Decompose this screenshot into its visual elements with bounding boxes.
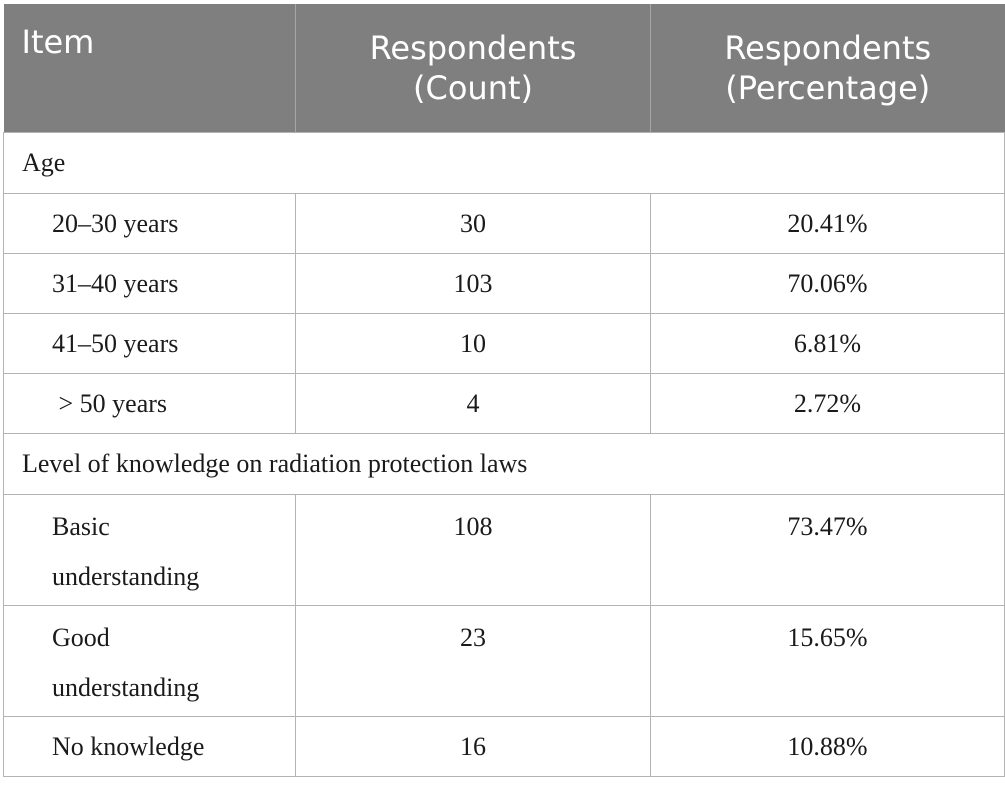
header-percentage: Respondents (Percentage): [650, 4, 1005, 133]
row-label: > 50 years: [3, 373, 296, 434]
row-label: 31–40 years: [3, 253, 296, 314]
header-pct-line1: Respondents: [724, 29, 932, 67]
row-percentage: 10.88%: [650, 716, 1005, 777]
row-percentage: 6.81%: [650, 313, 1005, 374]
row-count: 103: [295, 253, 651, 314]
row-percentage: 73.47%: [650, 494, 1005, 606]
header-pct-line2: (Percentage): [725, 69, 931, 107]
row-label-line2: understanding: [52, 562, 200, 591]
row-label: Good understanding: [3, 605, 296, 717]
row-count: 23: [295, 605, 651, 717]
group-row-knowledge: Level of knowledge on radiation protecti…: [3, 433, 1005, 495]
table-row: 41–50 years 10 6.81%: [3, 313, 1005, 374]
table-row: Basic understanding 108 73.47%: [3, 494, 1005, 606]
table-row: Good understanding 23 15.65%: [3, 605, 1005, 717]
row-percentage: 70.06%: [650, 253, 1005, 314]
row-count: 10: [295, 313, 651, 374]
table-row: 31–40 years 103 70.06%: [3, 253, 1005, 314]
header-row: Item Respondents (Count) Respondents (Pe…: [3, 4, 1005, 133]
respondents-table: Item Respondents (Count) Respondents (Pe…: [3, 4, 1005, 777]
row-label-line1: Basic: [52, 512, 110, 541]
row-count: 108: [295, 494, 651, 606]
group-row-age: Age: [3, 132, 1005, 194]
table-row: > 50 years 4 2.72%: [3, 373, 1005, 434]
table-row: 20–30 years 30 20.41%: [3, 193, 1005, 254]
header-count: Respondents (Count): [295, 4, 651, 133]
group-title-knowledge: Level of knowledge on radiation protecti…: [3, 433, 1005, 495]
row-percentage: 20.41%: [650, 193, 1005, 254]
row-count: 30: [295, 193, 651, 254]
row-label: 20–30 years: [3, 193, 296, 254]
header-count-line2: (Count): [413, 69, 533, 107]
header-item: Item: [3, 4, 296, 133]
row-label-line2: understanding: [52, 673, 200, 702]
row-label-line1: Good: [52, 623, 110, 652]
row-percentage: 2.72%: [650, 373, 1005, 434]
row-percentage: 15.65%: [650, 605, 1005, 717]
header-count-line1: Respondents: [369, 29, 577, 67]
row-count: 4: [295, 373, 651, 434]
table-row: No knowledge 16 10.88%: [3, 716, 1005, 777]
row-label: Basic understanding: [3, 494, 296, 606]
row-count: 16: [295, 716, 651, 777]
header-item-label: Item: [21, 23, 95, 61]
row-label: 41–50 years: [3, 313, 296, 374]
row-label: No knowledge: [3, 716, 296, 777]
group-title-age: Age: [3, 132, 1005, 194]
